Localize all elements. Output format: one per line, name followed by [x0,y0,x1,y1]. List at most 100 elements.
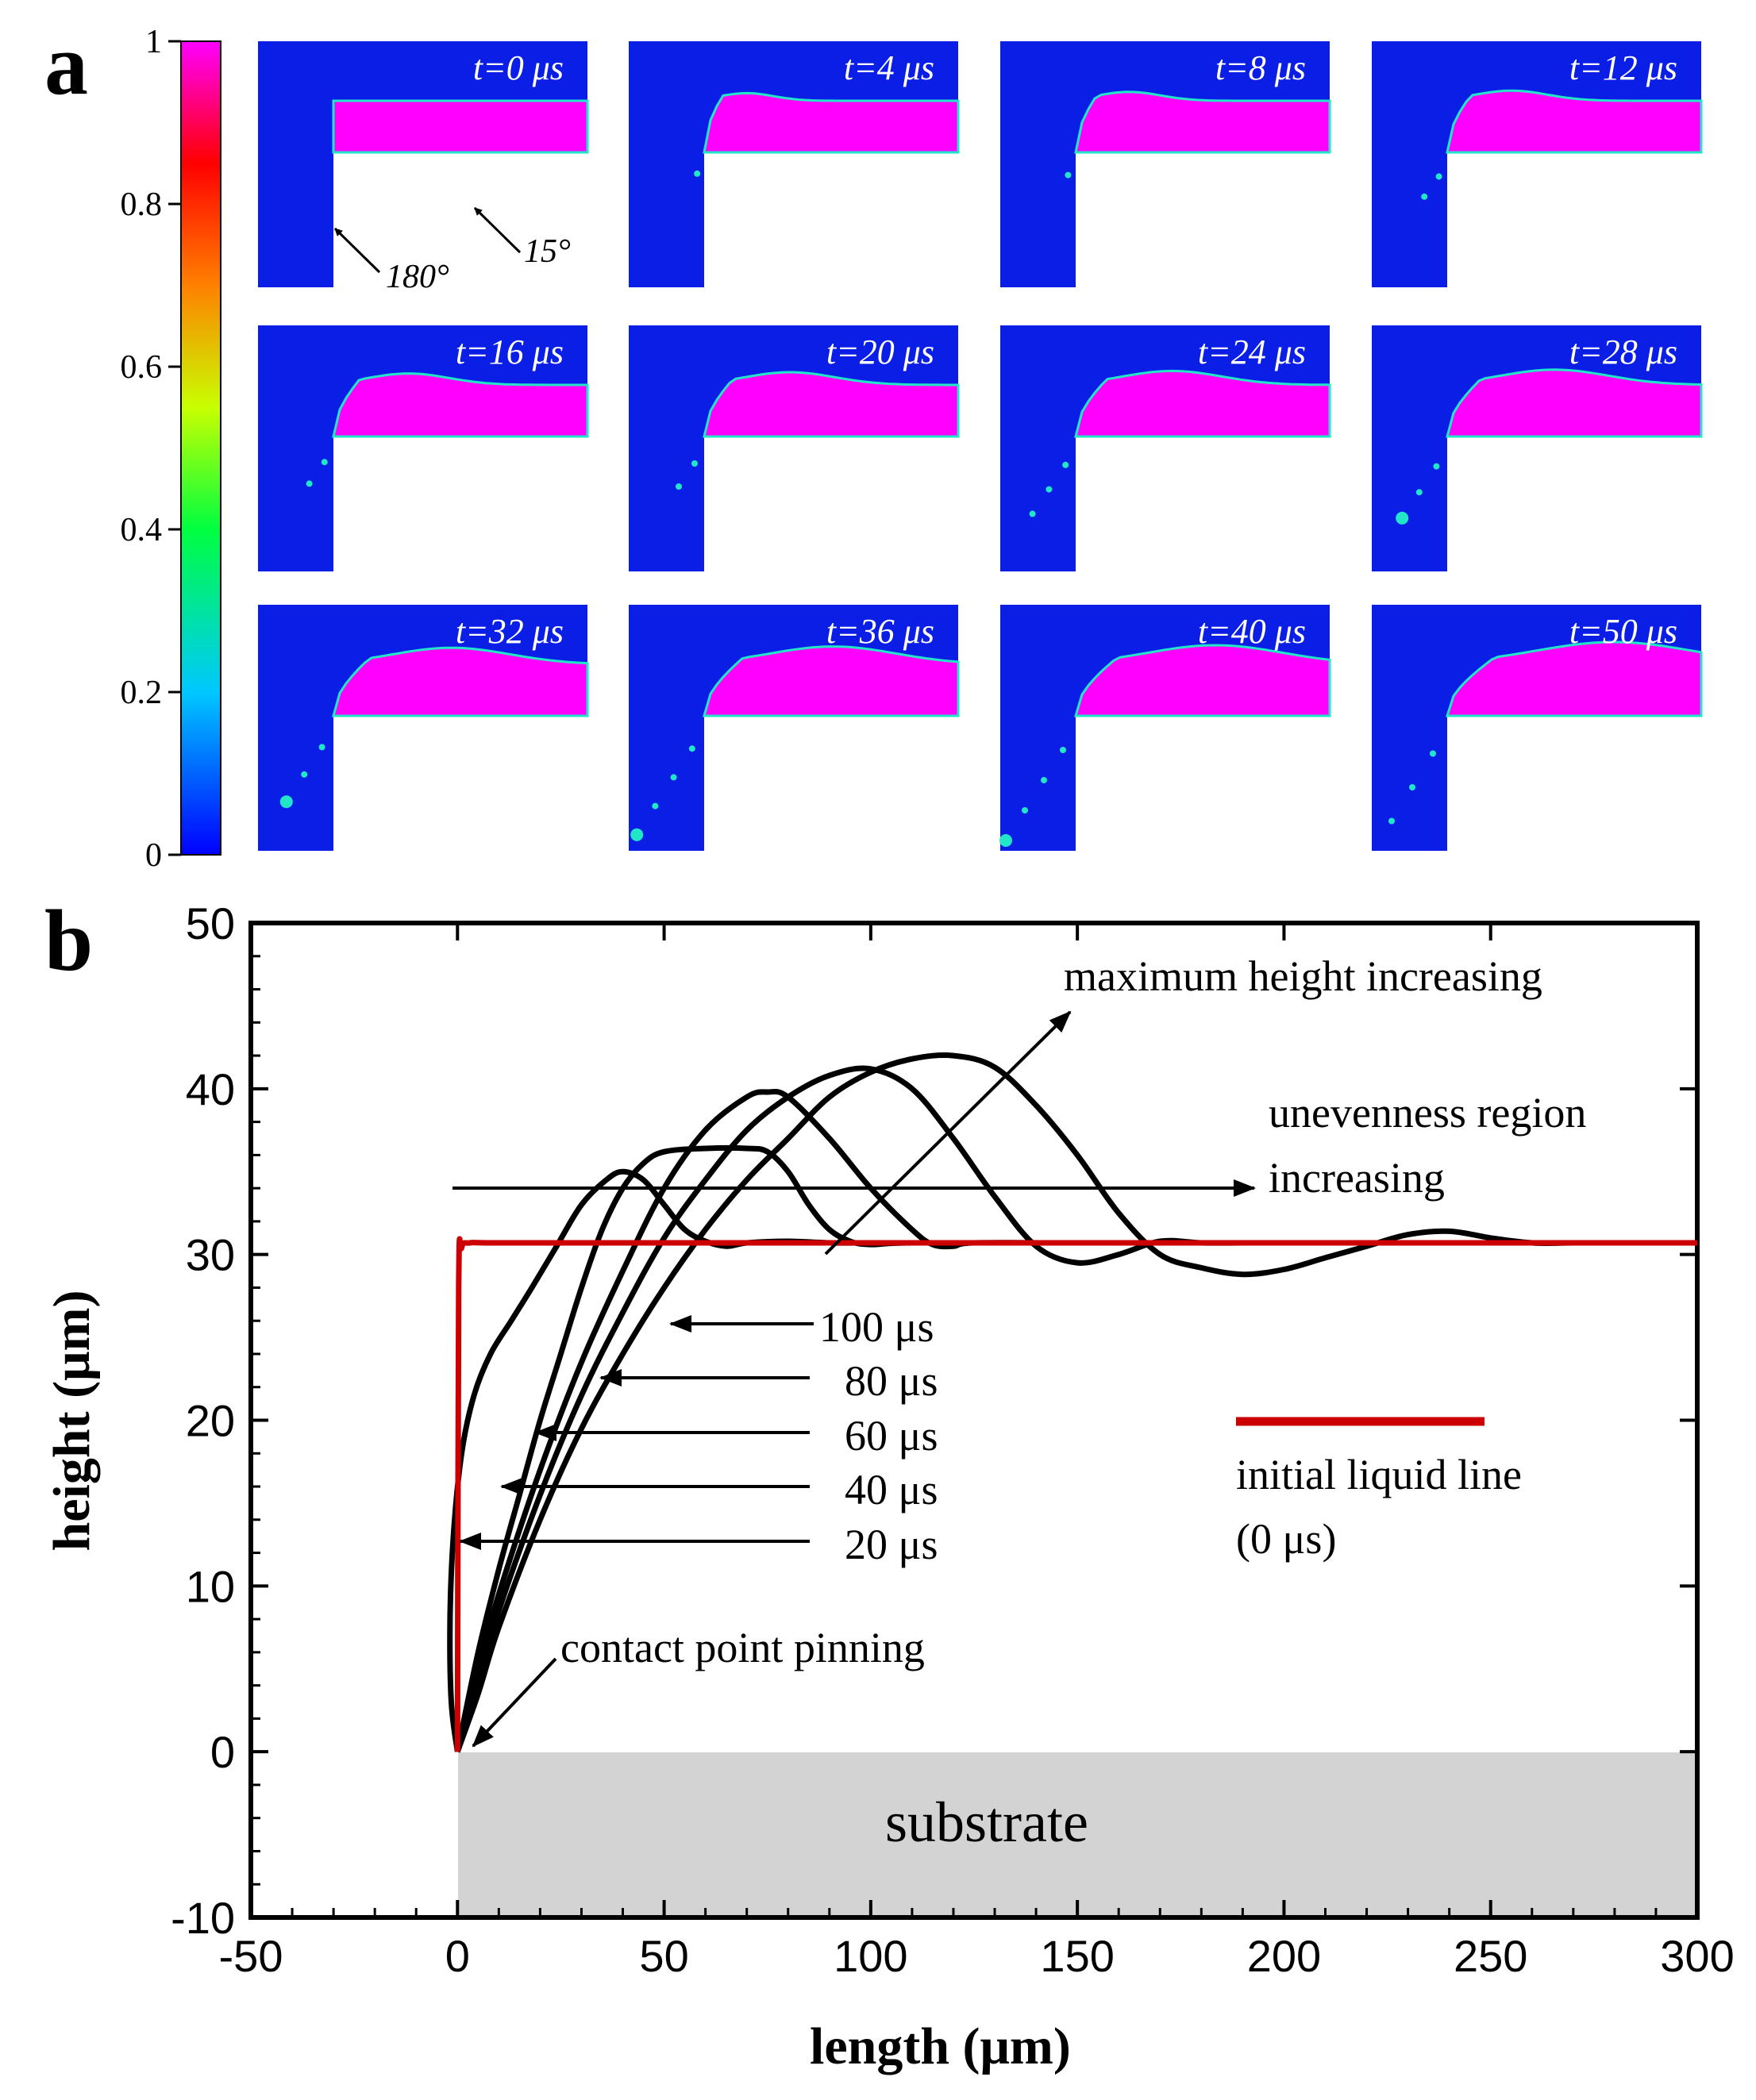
liquid-region [332,646,589,717]
y-tick-label: 20 [186,1396,235,1446]
x-tick-label: 200 [1247,1931,1321,1981]
x-tick-label: 250 [1454,1931,1527,1981]
angle-wall-label: 180° [386,259,449,295]
y-tick-label: 10 [186,1561,235,1611]
max-height-arrow [824,1010,1072,1256]
contact-label: contact point pinning [560,1624,925,1671]
satellite-droplet [1435,173,1442,180]
y-tick-label: 0 [210,1727,235,1777]
time-label-100: 100 μs [819,1303,934,1351]
snapshot-32: t=32 μs [258,605,589,851]
snapshot-grid: t=0 μs t=4 μs t=8 μs t=12 μs t=16 μs t=20 μs t… [258,41,1703,851]
x-tick-label: 0 [445,1931,470,1981]
x-tick-label: 150 [1040,1931,1114,1981]
satellite-droplet [279,795,293,809]
satellite-droplet [1041,777,1047,783]
snapshot-time-label: t=40 μs [1198,612,1306,651]
satellite-droplet [630,828,644,841]
y-tick-label: 40 [186,1064,235,1114]
legend-label-2: (0 μs) [1236,1515,1336,1563]
series-layer [447,1052,1697,1753]
liquid-region [1446,89,1703,154]
satellite-droplet [1388,817,1395,825]
legend-label-1: initial liquid line [1236,1451,1522,1498]
satellite-droplet [1029,510,1036,517]
snapshot-36: t=36 μs [629,605,960,851]
liquid-region [1074,90,1331,154]
time-label-40: 40 μs [845,1466,938,1513]
x-tick-label: -50 [219,1931,283,1981]
satellite-droplet [1060,747,1066,753]
satellite-droplet [1415,489,1423,496]
x-axis: -50 0 50 100 150 200 250 300 [219,923,1735,1981]
snapshot-time-label: t=24 μs [1198,333,1306,371]
satellite-droplet [694,170,701,177]
panel-a-letter: a [44,16,88,113]
snapshot-12: t=12 μs [1372,41,1703,287]
satellite-droplet [321,459,328,466]
time-label-20: 20 μs [845,1521,938,1568]
snapshot-time-label: t=50 μs [1569,612,1677,651]
snapshot-4: t=4 μs [629,41,960,287]
satellite-droplet [688,745,695,752]
satellite-droplet [1409,784,1415,790]
snapshot-time-label: t=16 μs [456,333,564,371]
max-height-label: maximum height increasing [1064,952,1542,1000]
satellite-droplet [652,802,659,810]
satellite-droplet [1046,486,1053,493]
angle-annotations: 180° 15° [333,206,571,295]
time-label-80: 80 μs [845,1357,938,1405]
satellite-droplet [1421,193,1428,200]
unevenness-label-1: unevenness region [1269,1089,1586,1137]
colorbar-tick-label: 0.4 [121,512,163,548]
snapshot-time-label: t=20 μs [826,333,934,371]
snapshot-28: t=28 μs [1372,325,1703,571]
contact-arrow [472,1657,557,1748]
series-initial-liquid-line-0-s- [454,1236,1697,1752]
y-axis: -10 0 10 20 30 40 50 [171,898,1697,1943]
y-axis-label: height (μm) [43,1290,101,1552]
satellite-droplet [306,480,313,487]
snapshot-0: t=0 μs [258,41,589,287]
snapshot-time-label: t=12 μs [1569,48,1677,87]
snapshot-time-label: t=0 μs [473,48,564,87]
x-tick-label: 50 [639,1931,688,1981]
colorbar: 1 0.8 0.6 0.4 0.2 0 [121,24,221,874]
satellite-droplet [1022,807,1028,813]
satellite-droplet [999,834,1012,847]
time-annotations: 100 μs 80 μs 60 μs 40 μs 20 μs [459,1303,938,1568]
snapshot-24: t=24 μs [1000,325,1331,571]
snapshot-16: t=16 μs [258,325,589,571]
angle-wall-arrow [333,227,381,274]
snapshot-time-label: t=36 μs [826,612,934,651]
angle-substrate-arrow [473,206,522,254]
liquid-region [1445,640,1703,717]
colorbar-tick-label: 0.8 [121,187,163,223]
colorbar-tick-label: 0.6 [121,349,163,386]
liquid-region [703,645,960,717]
liquid-region [332,99,589,154]
satellite-droplet [1396,511,1409,525]
liquid-region [1446,368,1703,438]
colorbar-ticks: 1 0.8 0.6 0.4 0.2 0 [121,24,181,874]
time-label-60: 60 μs [845,1412,938,1460]
satellite-droplet [318,744,325,751]
snapshot-time-label: t=4 μs [844,48,934,87]
y-tick-label: 50 [186,898,235,948]
x-axis-label: length (μm) [810,2017,1071,2075]
satellite-droplet [1065,171,1072,179]
angle-substrate-label: 15° [524,233,571,270]
plot-b: substrate -50 0 50 100 150 200 250 300 -10 0 10 20… [43,898,1735,2075]
substrate-label: substrate [885,1790,1088,1854]
liquid-region [1074,369,1331,438]
satellite-droplet [301,771,308,778]
unevenness-label-2: increasing [1269,1154,1445,1202]
satellite-droplet [1430,750,1436,757]
satellite-droplet [1433,463,1440,470]
y-tick-label: 30 [186,1230,235,1280]
snapshot-50: t=50 μs [1372,605,1703,851]
snapshot-8: t=8 μs [1000,41,1331,287]
colorbar-gradient [180,40,221,856]
snapshot-20: t=20 μs [629,325,960,571]
